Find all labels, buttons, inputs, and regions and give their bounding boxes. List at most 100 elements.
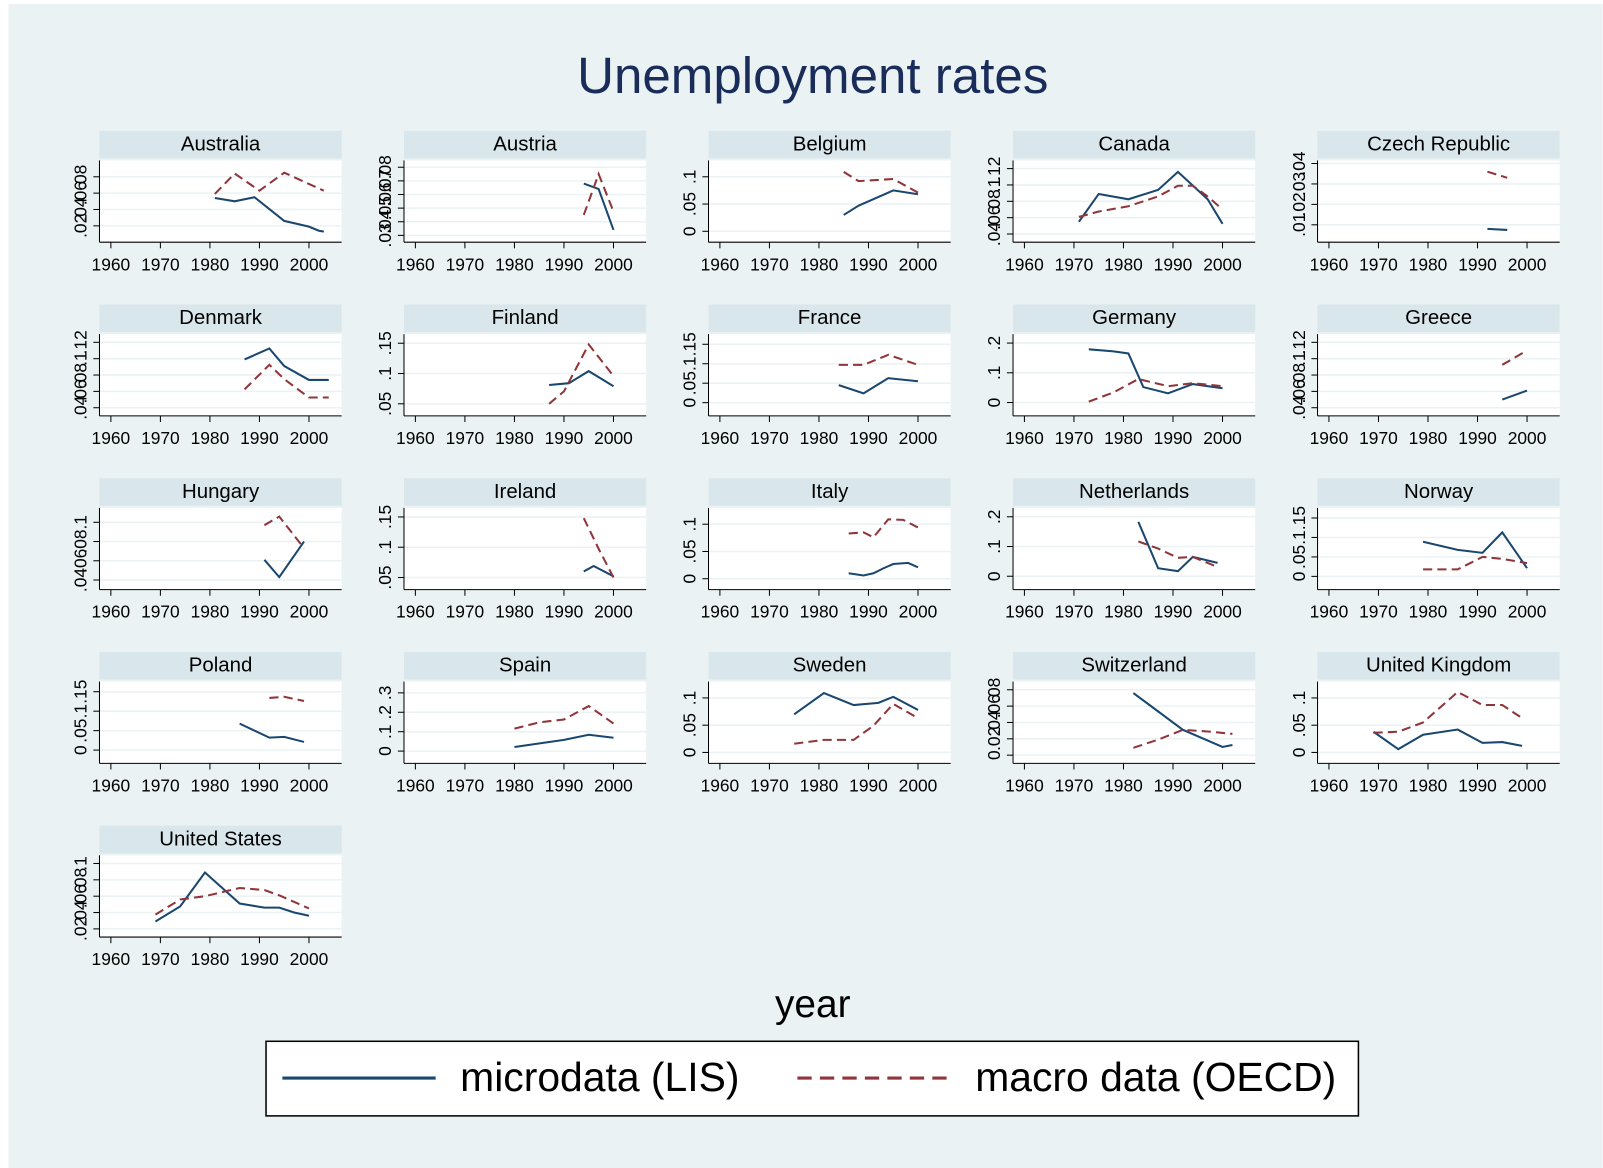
y-tick-label: .15 — [375, 331, 395, 355]
y-tick-label: .2 — [984, 510, 1004, 524]
y-tick-label: .1 — [984, 539, 1004, 553]
x-tick-label: 2000 — [1508, 775, 1547, 795]
x-tick-label: 1980 — [191, 602, 230, 622]
x-tick-label: 1990 — [849, 775, 888, 795]
plot-area — [99, 681, 342, 764]
panel-header — [708, 130, 951, 159]
y-tick-label: 0 — [71, 745, 91, 755]
x-tick-label: 1990 — [240, 602, 279, 622]
y-tick-label: .05 — [680, 713, 700, 737]
x-tick-label: 1960 — [92, 254, 131, 274]
series-line — [514, 733, 614, 749]
x-tick-label: 1980 — [495, 254, 534, 274]
x-tick-label: 1960 — [396, 602, 435, 622]
plot-area — [1013, 334, 1256, 416]
x-tick-label: 2000 — [1508, 254, 1547, 274]
x-tick-label: 1990 — [1154, 602, 1193, 622]
x-tick-label: 1980 — [1409, 775, 1448, 795]
x-tick-label: 2000 — [290, 775, 329, 795]
panel-title: United Kingdom — [1366, 655, 1511, 677]
panel-title: Australia — [181, 133, 261, 155]
y-tick-label: .2 — [984, 336, 1004, 350]
y-tick-label: .05 — [680, 192, 700, 216]
plot-area — [403, 334, 647, 416]
x-tick-label: 1990 — [240, 428, 279, 448]
y-tick-label: .06 — [375, 182, 395, 206]
x-tick-label: 1960 — [1005, 254, 1044, 274]
y-tick-label: .1 — [680, 691, 700, 705]
x-tick-label: 1980 — [1104, 602, 1143, 622]
panel-header — [1317, 651, 1560, 680]
x-tick-label: 1990 — [545, 602, 584, 622]
y-tick-label: .04 — [984, 222, 1004, 246]
series-line — [583, 564, 614, 578]
x-tick-label: 1970 — [750, 775, 789, 795]
x-tick-label: 1960 — [92, 428, 131, 448]
x-tick-label: 1960 — [1310, 254, 1349, 274]
series-line — [583, 182, 615, 231]
plot-area — [1317, 507, 1560, 590]
y-tick-label: .1 — [984, 178, 1004, 192]
x-tick-label: 1990 — [1458, 775, 1497, 795]
x-tick-label: 1970 — [750, 254, 789, 274]
panel-header — [708, 304, 951, 333]
x-tick-label: 1990 — [240, 254, 279, 274]
x-tick-label: 1970 — [446, 775, 485, 795]
y-tick-label: .1 — [71, 515, 91, 529]
x-tick-label: 1980 — [1104, 775, 1143, 795]
y-tick-label: .08 — [375, 155, 395, 179]
series-line — [582, 517, 615, 578]
y-tick-label: .2 — [375, 705, 395, 719]
x-tick-label: 1960 — [1005, 602, 1044, 622]
y-tick-label: .15 — [1289, 506, 1309, 530]
y-tick-label: .03 — [1289, 172, 1309, 196]
y-tick-label: .08 — [71, 868, 91, 892]
panel-header — [1013, 130, 1256, 159]
x-tick-label: 1990 — [1458, 254, 1497, 274]
y-tick-label: .01 — [1289, 213, 1309, 237]
y-tick-label: .04 — [71, 900, 91, 924]
x-tick-label: 1960 — [396, 428, 435, 448]
y-tick-label: .06 — [1289, 379, 1309, 403]
x-tick-label: 2000 — [290, 254, 329, 274]
x-tick-label: 1990 — [849, 602, 888, 622]
x-tick-label: 1970 — [750, 602, 789, 622]
x-tick-label: 2000 — [290, 602, 329, 622]
x-tick-label: 2000 — [1203, 428, 1242, 448]
series-line — [1487, 227, 1508, 231]
series-line — [154, 870, 310, 923]
series-line — [239, 722, 305, 743]
panel-header — [1317, 304, 1560, 333]
series-line — [243, 363, 329, 399]
series-line — [263, 515, 305, 549]
y-tick-label: .12 — [1289, 330, 1309, 354]
series-line — [582, 171, 615, 216]
panel-title: Poland — [189, 655, 253, 677]
x-tick-label: 2000 — [899, 428, 938, 448]
y-tick-label: .05 — [1289, 545, 1309, 569]
x-tick-label: 1980 — [1104, 428, 1143, 448]
x-tick-label: 2000 — [594, 428, 633, 448]
x-tick-label: 1980 — [800, 775, 839, 795]
x-tick-label: 1990 — [1154, 428, 1193, 448]
x-tick-label: 1970 — [141, 428, 180, 448]
plot-area — [708, 507, 951, 590]
y-tick-label: .1 — [680, 170, 700, 184]
y-tick-label: .1 — [71, 704, 91, 718]
legend-label: macro data (OECD) — [975, 1054, 1336, 1100]
series-line — [1501, 349, 1528, 366]
panel-header — [1013, 651, 1256, 680]
plot-area — [1317, 160, 1560, 243]
legend — [265, 1040, 1360, 1117]
y-tick-label: .3 — [375, 686, 395, 700]
y-tick-label: 0 — [680, 226, 700, 236]
series-line — [1133, 728, 1233, 749]
y-tick-label: 0 — [680, 748, 700, 758]
x-tick-label: 1960 — [701, 775, 740, 795]
y-tick-label: .1 — [375, 366, 395, 380]
y-tick-label: .08 — [984, 189, 1004, 213]
series-line — [793, 691, 919, 716]
y-tick-label: .06 — [984, 206, 1004, 230]
y-tick-label: .15 — [71, 680, 91, 704]
y-tick-label: .1 — [71, 856, 91, 870]
